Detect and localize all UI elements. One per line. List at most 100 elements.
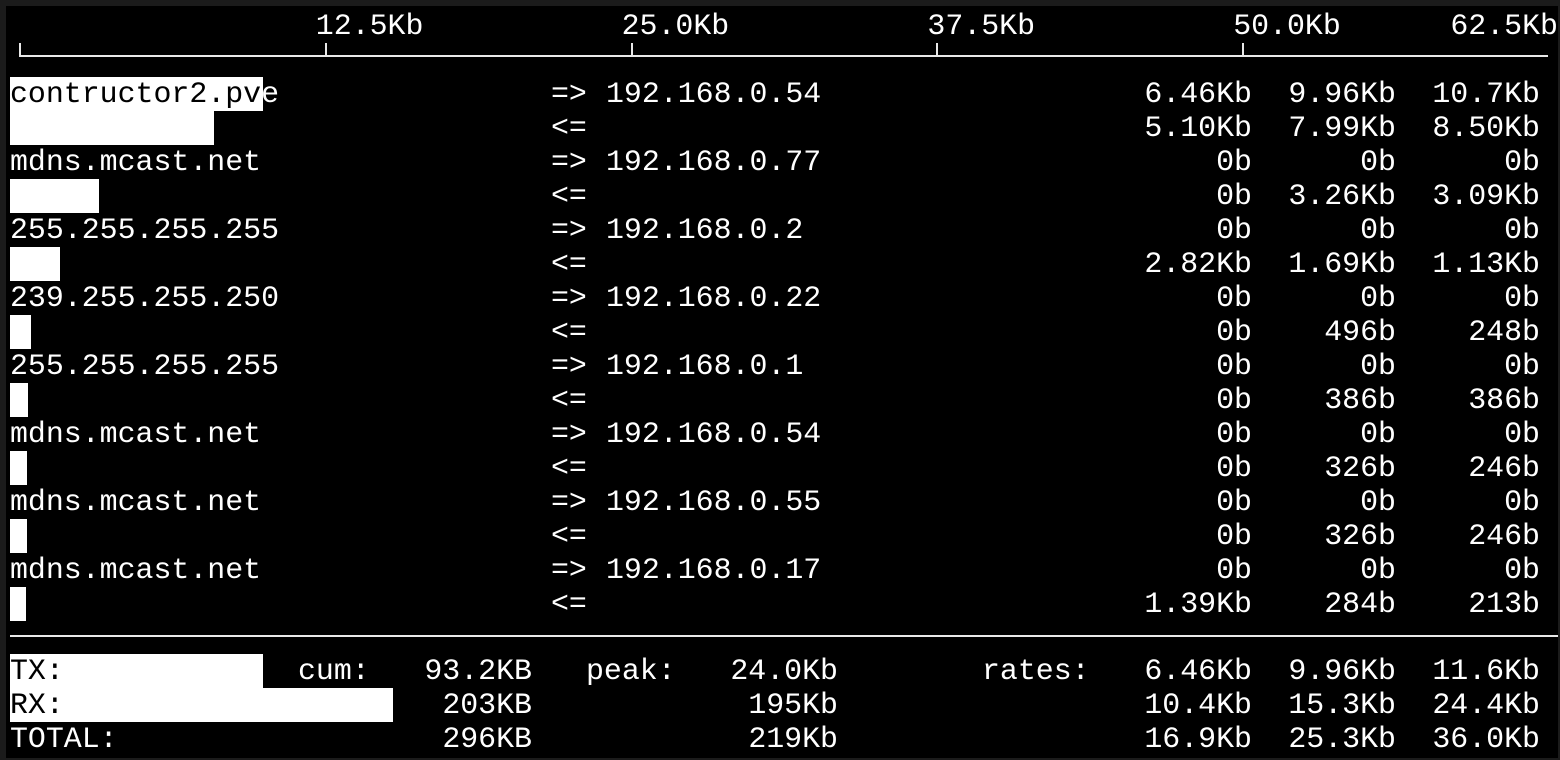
cum-value: 296KB bbox=[442, 722, 532, 756]
rx-rate: 1.39Kb bbox=[1144, 587, 1252, 621]
tx-rate: 0b bbox=[1216, 213, 1252, 247]
rx-rate: 0b bbox=[1216, 451, 1252, 485]
rate-bar bbox=[10, 383, 29, 417]
scale-label: 62.5Kb bbox=[1450, 9, 1558, 43]
arrow-out: => bbox=[551, 553, 587, 587]
rate-bar bbox=[10, 688, 394, 722]
tx-rate: 0b bbox=[1360, 485, 1396, 519]
arrow-out: => bbox=[551, 485, 587, 519]
tx-rate: 6.46Kb bbox=[1144, 77, 1252, 111]
total-rate: 9.96Kb bbox=[1288, 654, 1396, 688]
tx-rate: 0b bbox=[1504, 553, 1540, 587]
flow-host: 239.255.255.250 bbox=[10, 281, 280, 315]
rx-rate: 326b bbox=[1324, 519, 1396, 553]
rx-rate: 1.69Kb bbox=[1288, 247, 1396, 281]
rx-rate: 5.10Kb bbox=[1144, 111, 1252, 145]
tx-rate: 0b bbox=[1504, 485, 1540, 519]
rx-rate: 0b bbox=[1216, 383, 1252, 417]
rx-rate: 284b bbox=[1324, 587, 1396, 621]
rx-rate: 0b bbox=[1216, 315, 1252, 349]
tx-rate: 0b bbox=[1216, 349, 1252, 383]
total-label: TX: bbox=[10, 654, 64, 688]
rx-rate: 386b bbox=[1324, 383, 1396, 417]
rate-bar bbox=[10, 315, 32, 349]
cum-label: cum: bbox=[298, 654, 370, 688]
iftop-terminal: 12.5Kb 25.0Kb 37.5Kb 50.0Kb 62.5Kb contructor… bbox=[6, 6, 1558, 758]
separator bbox=[10, 635, 1558, 637]
tx-rate: 0b bbox=[1360, 349, 1396, 383]
rate-bar bbox=[10, 587, 26, 621]
cum-value: 93.2KB bbox=[424, 654, 532, 688]
rx-rate: 386b bbox=[1468, 383, 1540, 417]
rx-rate: 496b bbox=[1324, 315, 1396, 349]
rate-bar bbox=[10, 247, 61, 281]
tx-rate: 0b bbox=[1360, 213, 1396, 247]
flow-dest: 192.168.0.54 bbox=[606, 417, 822, 451]
tx-rate: 0b bbox=[1360, 417, 1396, 451]
rates-label: rates: bbox=[982, 654, 1090, 688]
tx-rate: 0b bbox=[1360, 281, 1396, 315]
arrow-in: <= bbox=[551, 451, 587, 485]
arrow-in: <= bbox=[551, 247, 587, 281]
total-label: RX: bbox=[10, 688, 64, 722]
scale-tick bbox=[630, 43, 633, 57]
rx-rate: 2.82Kb bbox=[1144, 247, 1252, 281]
tx-rate: 10.7Kb bbox=[1432, 77, 1540, 111]
tx-rate: 0b bbox=[1216, 145, 1252, 179]
peak-value: 195Kb bbox=[748, 688, 838, 722]
scale-label: 12.5Kb bbox=[315, 9, 424, 43]
flow-dest: 192.168.0.77 bbox=[606, 145, 822, 179]
arrow-in: <= bbox=[551, 111, 587, 145]
rx-rate: 8.50Kb bbox=[1432, 111, 1540, 145]
scale-tick bbox=[324, 43, 327, 57]
arrow-out: => bbox=[551, 77, 587, 111]
total-rate: 25.3Kb bbox=[1288, 722, 1396, 756]
flow-host: 255.255.255.255 bbox=[10, 213, 280, 247]
tx-rate: 0b bbox=[1504, 349, 1540, 383]
tx-rate: 0b bbox=[1504, 417, 1540, 451]
rate-bar bbox=[10, 654, 263, 688]
flow-host: mdns.mcast.net bbox=[10, 485, 262, 519]
arrow-in: <= bbox=[551, 519, 587, 553]
tx-rate: 0b bbox=[1216, 553, 1252, 587]
rate-bar bbox=[10, 451, 27, 485]
tx-rate: 0b bbox=[1504, 213, 1540, 247]
scale-tick bbox=[19, 43, 21, 57]
scale-axis bbox=[19, 55, 1548, 57]
rate-bar bbox=[10, 111, 215, 145]
arrow-in: <= bbox=[551, 383, 587, 417]
flow-dest: 192.168.0.22 bbox=[606, 281, 822, 315]
scale-tick bbox=[1242, 43, 1245, 57]
arrow-out: => bbox=[551, 145, 587, 179]
rx-rate: 213b bbox=[1468, 587, 1540, 621]
total-rate: 6.46Kb bbox=[1144, 654, 1252, 688]
flow-dest: 192.168.0.1 bbox=[606, 349, 804, 383]
tx-rate: 0b bbox=[1504, 281, 1540, 315]
rx-rate: 248b bbox=[1468, 315, 1540, 349]
arrow-out: => bbox=[551, 213, 587, 247]
flow-host: mdns.mcast.net bbox=[10, 553, 262, 587]
tx-rate: 9.96Kb bbox=[1288, 77, 1396, 111]
total-rate: 11.6Kb bbox=[1432, 654, 1540, 688]
rx-rate: 326b bbox=[1324, 451, 1396, 485]
tx-rate: 0b bbox=[1360, 553, 1396, 587]
total-rate: 15.3Kb bbox=[1288, 688, 1396, 722]
tx-rate: 0b bbox=[1216, 281, 1252, 315]
scale-label: 25.0Kb bbox=[621, 9, 730, 43]
tx-rate: 0b bbox=[1504, 145, 1540, 179]
flow-host: contructor2.pve bbox=[10, 77, 280, 111]
rx-rate: 246b bbox=[1468, 451, 1540, 485]
arrow-out: => bbox=[551, 417, 587, 451]
flow-host: 255.255.255.255 bbox=[10, 349, 280, 383]
total-rate: 24.4Kb bbox=[1432, 688, 1540, 722]
cum-value: 203KB bbox=[442, 688, 532, 722]
total-rate: 16.9Kb bbox=[1144, 722, 1252, 756]
total-label: TOTAL: bbox=[10, 722, 118, 756]
tx-rate: 0b bbox=[1360, 145, 1396, 179]
flow-host: mdns.mcast.net bbox=[10, 145, 262, 179]
arrow-in: <= bbox=[551, 587, 587, 621]
tx-rate: 0b bbox=[1216, 485, 1252, 519]
peak-label: peak: bbox=[586, 654, 676, 688]
arrow-in: <= bbox=[551, 315, 587, 349]
peak-value: 24.0Kb bbox=[730, 654, 838, 688]
